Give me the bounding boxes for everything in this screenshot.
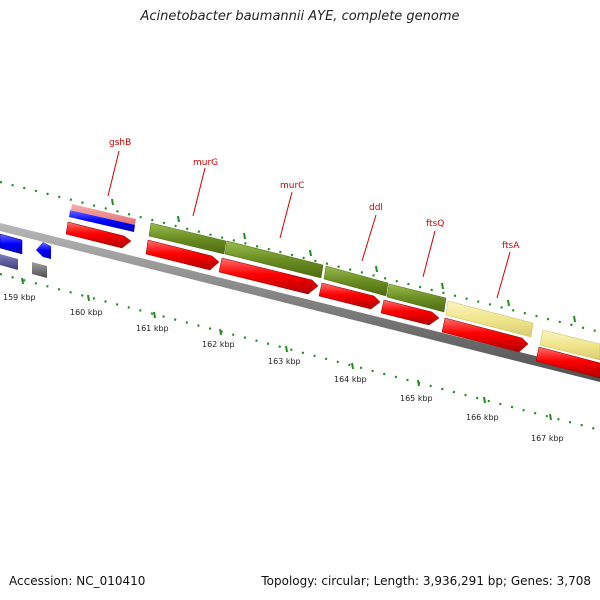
cds-ftsA xyxy=(441,317,529,353)
cds-track xyxy=(65,221,600,379)
inner-tick-track xyxy=(0,272,600,432)
cds-ddl xyxy=(318,282,381,310)
gene-gray-small xyxy=(32,262,47,278)
gene-slate-left xyxy=(0,254,18,270)
kbp-tick xyxy=(219,328,222,336)
leader-murC xyxy=(279,191,293,239)
kbp-label-162: 162 kbp xyxy=(202,340,235,349)
kbp-tick xyxy=(351,362,354,370)
kbp-label-167: 167 kbp xyxy=(531,434,564,443)
gene-murC xyxy=(224,240,324,279)
cds-next xyxy=(535,346,600,379)
gene-track xyxy=(69,204,600,361)
gene-ddl xyxy=(323,265,389,297)
gene-ftsA xyxy=(445,300,534,338)
gene-label-ftsA: ftsA xyxy=(502,241,520,251)
cds-gshB xyxy=(65,221,132,249)
left-edge-features xyxy=(0,233,51,278)
outer-tick xyxy=(309,249,312,257)
cds-murG xyxy=(145,239,220,271)
kbp-label-161: 161 kbp xyxy=(136,324,169,333)
kbp-label-160: 160 kbp xyxy=(70,308,103,317)
label-leaders xyxy=(107,150,511,299)
outer-tick xyxy=(111,198,114,206)
cds-murC xyxy=(218,257,319,295)
accession-text: Accession: NC_010410 xyxy=(9,574,146,588)
outer-tick xyxy=(441,282,444,290)
cds-ftsQ xyxy=(380,299,440,326)
inner-minor-ticks xyxy=(0,272,600,432)
gene-label-murG: murG xyxy=(193,158,218,168)
genome-backbone xyxy=(0,223,600,382)
kbp-labels: 159 kbp 160 kbp 161 kbp 162 kbp 163 kbp … xyxy=(3,293,564,443)
outer-tick xyxy=(573,315,576,323)
gene-ftsQ xyxy=(386,283,447,313)
gene-labels: gshB murG murC ddl ftsQ ftsA xyxy=(109,138,520,251)
kbp-tick xyxy=(549,413,552,421)
genome-summary-text: Topology: circular; Length: 3,936,291 bp… xyxy=(261,574,591,588)
kbp-tick xyxy=(21,277,24,285)
outer-major-ticks xyxy=(111,198,576,323)
outer-tick xyxy=(177,215,180,223)
kbp-tick xyxy=(483,396,486,404)
kbp-label-164: 164 kbp xyxy=(334,375,367,384)
leader-ftsQ xyxy=(422,230,436,278)
gene-blue-left xyxy=(0,233,23,255)
gene-gshB-blue xyxy=(69,210,135,232)
gene-label-gshB: gshB xyxy=(109,138,131,148)
leader-ddl xyxy=(361,214,377,262)
map-title: Acinetobacter baumannii AYE, complete ge… xyxy=(140,9,460,24)
gene-label-ddl: ddl xyxy=(369,203,383,213)
leader-murG xyxy=(192,167,206,217)
leader-ftsA xyxy=(496,251,511,299)
gene-gshB-pink xyxy=(71,204,136,225)
kbp-tick xyxy=(417,379,420,387)
kbp-tick xyxy=(153,311,156,319)
kbp-label-159: 159 kbp xyxy=(3,293,36,302)
outer-tick xyxy=(375,265,378,273)
gene-label-murC: murC xyxy=(280,181,304,191)
kbp-label-166: 166 kbp xyxy=(466,413,499,422)
gene-label-ftsQ: ftsQ xyxy=(426,219,444,229)
cds-blue-small xyxy=(36,242,51,259)
outer-tick xyxy=(243,232,246,240)
kbp-tick xyxy=(87,294,90,302)
kbp-tick xyxy=(285,345,288,353)
kbp-label-165: 165 kbp xyxy=(400,394,433,403)
leader-gshB xyxy=(107,150,120,197)
gene-next-khaki xyxy=(539,329,600,361)
outer-tick xyxy=(507,299,510,307)
gene-murG xyxy=(148,222,227,255)
kbp-label-163: 163 kbp xyxy=(268,357,301,366)
kbp-major-ticks xyxy=(21,277,552,421)
